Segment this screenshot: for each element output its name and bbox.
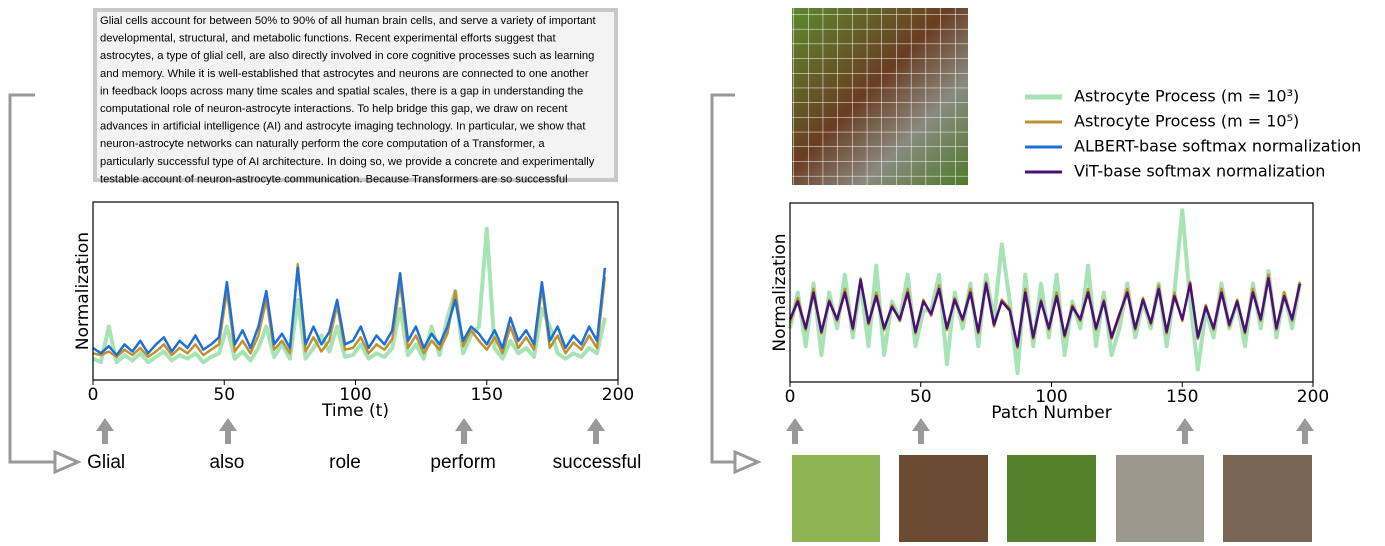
legend-label: Astrocyte Process (m = 10³) bbox=[1074, 87, 1299, 106]
patch-image bbox=[1223, 455, 1312, 542]
x-axis-label: Patch Number bbox=[991, 403, 1111, 423]
bracket-arrow bbox=[735, 452, 758, 472]
figure: Glial cells account for between 50% to 9… bbox=[0, 0, 1385, 546]
legend-label: ViT-base softmax normalization bbox=[1074, 162, 1325, 181]
patch-grid bbox=[792, 8, 968, 185]
passage-line: advances in artificial intelligence (AI)… bbox=[100, 121, 586, 133]
passage-line: neuron-astrocyte networks can naturally … bbox=[100, 138, 545, 150]
patch-image bbox=[899, 455, 988, 542]
x-tick-label: 50 bbox=[213, 385, 235, 405]
bracket bbox=[10, 95, 55, 462]
passage-line: particularly successful type of AI archi… bbox=[100, 156, 595, 168]
plot-frame bbox=[790, 203, 1313, 382]
series-line bbox=[790, 210, 1300, 373]
passage-line: in feedback loops across many time scale… bbox=[100, 85, 583, 97]
x-tick-label: 50 bbox=[910, 387, 932, 407]
passage-line: and memory. While it is well-established… bbox=[100, 68, 589, 80]
x-tick-label: 0 bbox=[785, 387, 796, 407]
patch-image bbox=[1007, 455, 1096, 542]
token-label: Glial bbox=[87, 452, 125, 473]
passage-line: computational role of neuron-astrocyte i… bbox=[100, 103, 568, 115]
bracket bbox=[712, 95, 735, 462]
passage-line: astrocytes, a type of glial cell, are al… bbox=[100, 50, 594, 62]
bracket-arrow bbox=[55, 452, 78, 472]
passage-line: developmental, structural, and metabolic… bbox=[100, 33, 557, 45]
passage-line: testable account of neuron-astrocyte com… bbox=[100, 173, 568, 185]
x-tick-label: 150 bbox=[471, 385, 503, 405]
x-axis-label: Time (t) bbox=[321, 401, 389, 421]
y-axis-label: Normalization bbox=[770, 233, 790, 351]
x-tick-label: 150 bbox=[1166, 387, 1198, 407]
x-tick-label: 200 bbox=[602, 385, 634, 405]
passage-line: Glial cells account for between 50% to 9… bbox=[100, 15, 597, 27]
x-tick-label: 0 bbox=[88, 385, 99, 405]
token-label: perform bbox=[430, 452, 495, 473]
legend-label: ALBERT-base softmax normalization bbox=[1074, 137, 1361, 156]
y-axis-label: Normalization bbox=[73, 232, 93, 350]
legend-label: Astrocyte Process (m = 10⁵) bbox=[1074, 112, 1299, 131]
x-tick-label: 200 bbox=[1297, 387, 1329, 407]
token-label: successful bbox=[553, 452, 642, 473]
arrows bbox=[96, 418, 1314, 444]
patch-image bbox=[1116, 455, 1204, 542]
token-label: role bbox=[329, 452, 361, 473]
patch-image bbox=[792, 455, 880, 542]
token-label: also bbox=[209, 452, 244, 473]
